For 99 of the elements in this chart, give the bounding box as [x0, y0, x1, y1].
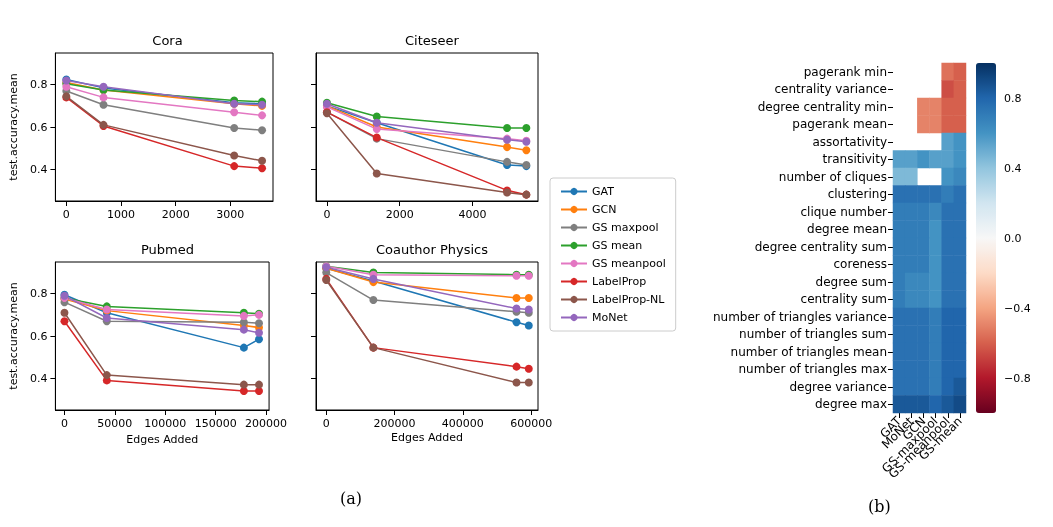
- color-bar-label: −0.8: [1004, 371, 1031, 385]
- point: [258, 111, 267, 120]
- y-tick-label: coreness: [833, 257, 887, 272]
- point: [524, 378, 533, 387]
- x-tick-label: 3000: [216, 208, 245, 221]
- x-tick-label: 0: [62, 208, 70, 221]
- y-tick-label: number of triangles variance: [712, 309, 887, 324]
- x-tick-label: 50000: [97, 417, 133, 430]
- y-tick-label: degree mean: [807, 222, 887, 237]
- color-bar-label: 0.8: [1004, 91, 1022, 105]
- point: [258, 164, 267, 173]
- x-tick-label: 0: [60, 417, 68, 430]
- color-bar-label: −0.4: [1004, 301, 1031, 315]
- x-tick-label: 200000: [245, 417, 288, 430]
- x-tick-label: 0: [323, 208, 331, 221]
- y-tick-label: number of triangles mean: [730, 344, 887, 359]
- legend-label: GS maxpool: [592, 221, 659, 234]
- chart-title: Citeseer: [405, 33, 460, 48]
- chart-title: Pubmed: [140, 242, 195, 257]
- point: [99, 100, 108, 109]
- point: [522, 124, 531, 133]
- y-axis-title: test.accuracy.mean: [7, 282, 20, 390]
- x-tick-label: 0: [322, 417, 330, 430]
- x-axis-title: Edges Added: [126, 432, 199, 446]
- y-tick-label: clique number: [800, 204, 888, 219]
- point: [503, 143, 512, 152]
- y-tick-label: clustering: [827, 187, 887, 202]
- y-tick-label: centrality sum: [800, 292, 887, 307]
- y-tick-label: pagerank min: [803, 64, 887, 79]
- legend-label: LabelProp: [592, 275, 647, 288]
- point: [230, 108, 239, 117]
- y-tick-label: number of triangles max: [738, 362, 887, 377]
- point: [512, 378, 521, 387]
- point: [369, 296, 378, 305]
- x-tick-label: 2000: [385, 208, 414, 221]
- y-tick-label: degree sum: [815, 274, 887, 289]
- y-tick-label: number of cliques: [778, 169, 887, 184]
- y-tick-label: degree max: [814, 397, 887, 412]
- legend-label: GS meanpool: [592, 257, 666, 270]
- point: [239, 380, 248, 389]
- point: [258, 126, 267, 135]
- x-tick-label: 100000: [144, 417, 187, 430]
- point: [239, 325, 248, 334]
- legend-label: GS mean: [592, 239, 643, 252]
- point: [230, 151, 239, 160]
- point: [372, 169, 381, 178]
- y-tick-label: 0.6: [29, 120, 48, 134]
- x-tick-label: 200000: [373, 417, 416, 430]
- point: [524, 321, 533, 330]
- y-tick-label: 0.4: [29, 371, 48, 385]
- point: [99, 93, 108, 102]
- text: (b): [868, 496, 891, 516]
- point: [230, 124, 239, 133]
- x-tick-label: 600000: [510, 417, 553, 430]
- y-tick-label: 0.4: [29, 162, 48, 176]
- point: [524, 364, 533, 373]
- y-tick-label: centrality variance: [774, 82, 887, 97]
- y-tick-label: number of triangles sum: [739, 327, 887, 342]
- text: (a): [340, 488, 363, 508]
- y-tick-label: degree centrality sum: [754, 239, 887, 254]
- x-axis-title: Edges Added: [391, 431, 463, 444]
- point: [524, 293, 533, 302]
- point: [512, 318, 521, 327]
- x-tick-label: 400000: [441, 417, 484, 430]
- y-tick-label: pagerank mean: [792, 117, 887, 132]
- y-tick-label: transitivity: [822, 152, 887, 167]
- x-tick-label: 1000: [107, 208, 135, 221]
- y-tick-label: 0.6: [29, 329, 48, 343]
- y-tick-label: assortativity: [812, 134, 887, 149]
- point: [60, 308, 69, 317]
- point: [512, 293, 521, 302]
- legend-label: GAT: [592, 185, 615, 198]
- point: [503, 157, 512, 166]
- point: [255, 319, 263, 328]
- point: [503, 124, 512, 133]
- y-tick-label: 0.8: [29, 287, 48, 301]
- y-tick-label: 0.8: [29, 78, 48, 92]
- chart-title: Coauthor Physics: [375, 242, 489, 257]
- y-tick-label: degree centrality min: [757, 99, 887, 114]
- legend-label: LabelProp-NL: [592, 293, 666, 306]
- point: [522, 146, 531, 155]
- point: [258, 156, 267, 165]
- x-tick-label: 4000: [458, 208, 487, 221]
- point: [60, 317, 69, 326]
- legend-label: MoNet: [592, 311, 629, 324]
- point: [255, 380, 263, 389]
- point: [372, 112, 381, 121]
- point: [102, 371, 111, 380]
- x-tick-label: 2000: [161, 208, 190, 221]
- point: [230, 162, 239, 171]
- point: [512, 362, 521, 371]
- chart-title: Cora: [152, 33, 183, 48]
- y-axis-title: test.accuracy.mean: [7, 73, 20, 181]
- point: [239, 343, 248, 352]
- y-tick-label: degree variance: [789, 379, 887, 394]
- point: [255, 328, 263, 337]
- x-tick-label: 150000: [194, 417, 237, 430]
- color-bar-label: 0.0: [1004, 231, 1022, 245]
- color-bar-label: 0.4: [1004, 161, 1022, 175]
